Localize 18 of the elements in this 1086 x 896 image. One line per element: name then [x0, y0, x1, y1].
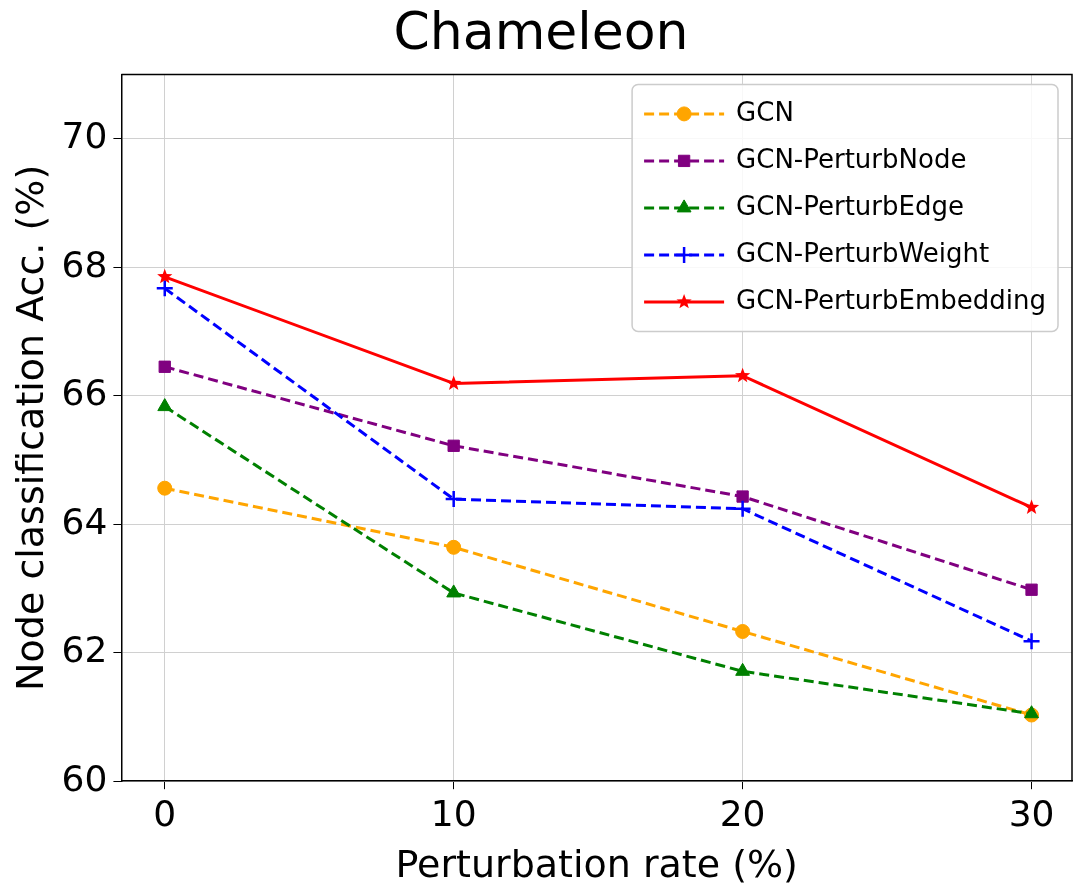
- legend-label: GCN-PerturbNode: [736, 143, 967, 174]
- y-tick-label: 64: [61, 500, 108, 542]
- x-tick-label: 10: [430, 793, 477, 835]
- x-tick-label: 20: [719, 793, 766, 835]
- x-axis-title: Perturbation rate (%): [395, 842, 798, 887]
- y-axis-title: Node classification Acc. (%): [7, 164, 52, 691]
- y-tick-label: 70: [61, 115, 108, 157]
- y-tick-label: 60: [61, 757, 108, 799]
- legend-label: GCN: [736, 96, 794, 127]
- legend-label: GCN-PerturbEmbedding: [736, 284, 1046, 315]
- y-tick-label: 62: [61, 629, 108, 671]
- y-tick-label: 68: [61, 243, 108, 285]
- y-tick-label: 66: [61, 372, 108, 414]
- legend-label: GCN-PerturbEdge: [736, 190, 964, 221]
- x-tick-label: 30: [1008, 793, 1055, 835]
- chart-title: Chameleon: [393, 0, 689, 61]
- legend-label: GCN-PerturbWeight: [736, 237, 990, 268]
- x-tick-label: 0: [153, 793, 177, 835]
